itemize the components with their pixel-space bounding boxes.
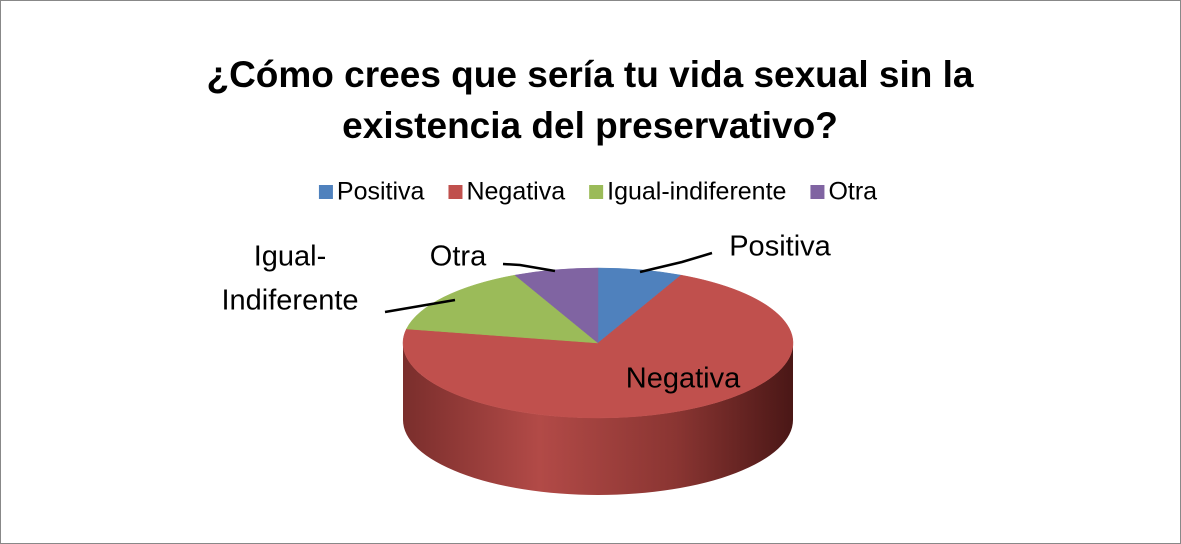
legend-label: Otra	[828, 178, 877, 206]
legend-label: Positiva	[337, 178, 425, 206]
leader-line	[384, 298, 456, 314]
legend-swatch	[448, 185, 463, 199]
pie-slice	[406, 274, 599, 344]
legend-swatch	[318, 185, 333, 199]
data-label: Negativa	[626, 363, 741, 395]
pie-slice	[514, 267, 599, 344]
data-label: Otra	[430, 241, 487, 273]
data-label: Igual-	[254, 241, 327, 273]
leader-line	[639, 251, 713, 274]
chart-title: existencia del preservativo?	[342, 105, 838, 146]
legend-label: Igual-indiferente	[607, 178, 786, 206]
chart-title: ¿Cómo crees que sería tu vida sexual sin…	[206, 54, 973, 95]
legend-label: Negativa	[466, 178, 565, 206]
data-label: Positiva	[729, 231, 831, 263]
data-label: Indiferente	[221, 285, 358, 317]
pie-side	[403, 343, 793, 495]
legend-swatch	[810, 185, 825, 199]
pie-slice	[402, 274, 794, 419]
leader-line	[502, 262, 556, 273]
legend-swatch	[589, 185, 604, 199]
